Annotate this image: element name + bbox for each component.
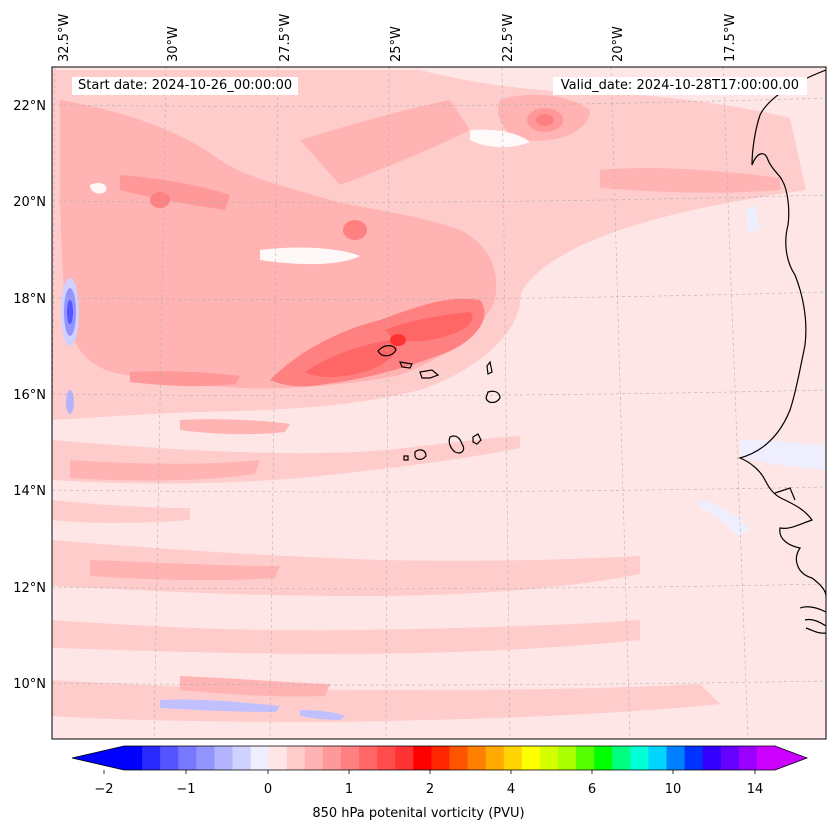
- lat-label: 14°N: [13, 484, 46, 499]
- pv-contours-high: [120, 108, 563, 387]
- colorbar-tick-label: 2: [426, 782, 434, 797]
- lat-label: 18°N: [13, 292, 46, 307]
- colorbar-segment: [178, 746, 197, 770]
- pv-contours-negative: [61, 205, 826, 720]
- colorbar-segment: [485, 746, 505, 770]
- colorbar-outline: [71, 745, 809, 771]
- colorbar-segment: [250, 746, 270, 770]
- lon-label: 30°W: [166, 26, 181, 62]
- longitude-labels: 32.5°W 30°W 27.5°W 25°W 22.5°W 20°W 17.5…: [57, 14, 738, 62]
- lon-label: 22.5°W: [501, 14, 516, 62]
- colorbar-segment: [756, 746, 776, 770]
- colorbar-tick-label: 0: [264, 782, 272, 797]
- lat-label: 22°N: [13, 99, 46, 114]
- lon-label: 17.5°W: [723, 14, 738, 62]
- colorbar-segment: [648, 746, 668, 770]
- colorbar-segment: [395, 746, 414, 770]
- colorbar-segment: [539, 746, 559, 770]
- lon-label: 20°W: [611, 26, 626, 62]
- colorbar-extend-max: [775, 746, 807, 770]
- colorbar-segment: [160, 746, 179, 770]
- colorbar-segment: [124, 746, 143, 770]
- colorbar-ticks: −2 −1 0 1 2 4 6 10 14: [94, 782, 763, 797]
- map-frame: [51, 66, 827, 740]
- colorbar-segment: [142, 746, 161, 770]
- colorbar-segment: [666, 746, 686, 770]
- colorbar-segment: [738, 746, 758, 770]
- colorbar-segment: [521, 746, 541, 770]
- colorbar-segment: [702, 746, 722, 770]
- colorbar-segment: [720, 746, 740, 770]
- colorbar-extend-min: [72, 746, 124, 770]
- colorbar-segment: [196, 746, 216, 770]
- colorbar-segment: [503, 746, 523, 770]
- pv-contours-white: [90, 129, 530, 265]
- colorbar-segment: [594, 746, 613, 770]
- colorbar-tick-label: 1: [345, 782, 353, 797]
- latitude-labels: 22°N 20°N 18°N 16°N 14°N 12°N 10°N: [13, 99, 46, 692]
- colorbar-tick-label: 6: [588, 782, 596, 797]
- colorbar-segment: [341, 746, 360, 770]
- colorbar-segment: [630, 746, 650, 770]
- colorbar-segment: [431, 746, 451, 770]
- colorbar-segment: [449, 746, 469, 770]
- colorbar-segment: [467, 746, 487, 770]
- colorbar-segment: [413, 746, 433, 770]
- colorbar-segment: [268, 746, 288, 770]
- lon-label: 25°W: [389, 26, 404, 62]
- lat-label: 20°N: [13, 195, 46, 210]
- lon-label: 32.5°W: [57, 14, 72, 62]
- colorbar-segment: [214, 746, 234, 770]
- colorbar-segment: [558, 746, 577, 770]
- colorbar-tick-label: 10: [665, 782, 682, 797]
- lat-label: 10°N: [13, 677, 46, 692]
- colorbar-tick-label: −2: [94, 782, 113, 797]
- colorbar-segment: [576, 746, 595, 770]
- colorbar-tick-label: 4: [507, 782, 515, 797]
- lat-label: 12°N: [13, 581, 46, 596]
- map-area: [52, 67, 826, 739]
- coastlines: [377, 69, 826, 634]
- colorbar-segment: [359, 746, 378, 770]
- valid-date-label: Valid_date: 2024-10-28T17:00:00.00: [552, 77, 807, 95]
- colorbar-segment: [612, 746, 631, 770]
- lat-label: 16°N: [13, 388, 46, 403]
- colorbar-segment: [377, 746, 396, 770]
- start-date-label: Start date: 2024-10-26_00:00:00: [72, 77, 299, 95]
- colorbar-segment: [322, 746, 342, 770]
- colorbar: [71, 745, 809, 774]
- colorbar-segment: [684, 746, 704, 770]
- colorbar-tick-label: −1: [176, 782, 195, 797]
- colorbar-segment: [286, 746, 306, 770]
- colorbar-tick-label: 14: [747, 782, 764, 797]
- colorbar-segment: [232, 746, 252, 770]
- colorbar-segment: [304, 746, 324, 770]
- lon-label: 27.5°W: [278, 14, 293, 62]
- colorbar-title: 850 hPa potenital vorticity (PVU): [312, 806, 525, 821]
